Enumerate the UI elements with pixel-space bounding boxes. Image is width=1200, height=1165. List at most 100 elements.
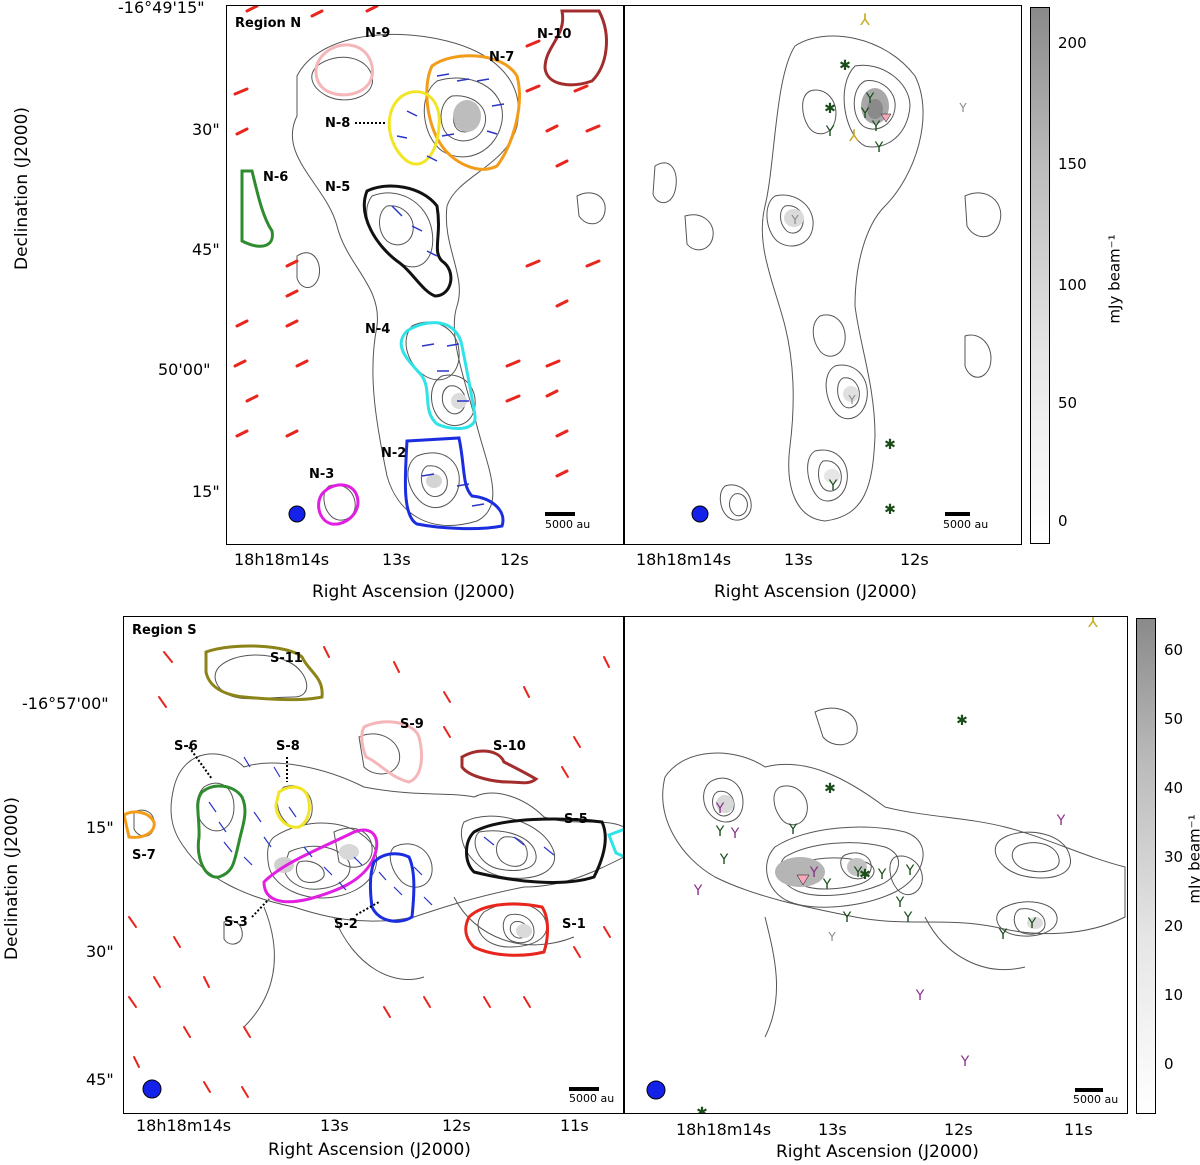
core-marker-star: ✱ <box>839 58 851 74</box>
cb-top-150: 150 <box>1058 155 1087 173</box>
svg-text:⅄: ⅄ <box>1087 617 1098 631</box>
cb-bottom-50: 50 <box>1164 710 1184 728</box>
region-s-title: Region S <box>132 623 197 638</box>
svg-text:⅄: ⅄ <box>859 10 870 29</box>
dec-tick-2: 30" <box>192 120 220 139</box>
ra-tick-top-left-1: 18h18m14s <box>234 550 330 569</box>
ra-s-right-tick-3: 12s <box>944 1120 973 1139</box>
svg-text:✱: ✱ <box>956 713 968 729</box>
dec-tick-5: 15" <box>192 482 220 501</box>
svg-text:Y: Y <box>960 1054 970 1070</box>
cb-top-50: 50 <box>1058 394 1078 412</box>
cb-bottom-60: 60 <box>1164 641 1184 659</box>
label-n2: N-2 <box>381 446 407 461</box>
dec-s-tick-1: -16°57'00" <box>22 694 109 713</box>
svg-text:Y: Y <box>895 895 905 911</box>
svg-text:Y: Y <box>719 852 729 868</box>
ra-tick-top-left-3: 12s <box>500 550 529 569</box>
ra-tick-top-right-3: 12s <box>900 550 929 569</box>
label-n6: N-6 <box>263 170 289 185</box>
panel-region-s-polarization: Region S S-11 S-9 S-10 S-6 S-8 S-7 S-5 S… <box>123 616 624 1114</box>
panel-region-s-cores: ✱ ✱ ✱ ✱ ⅄ Y Y Y Y Y Y Y Y Y Y Y Y Y Y Y … <box>624 616 1128 1114</box>
ra-s-tick-4: 11s <box>560 1116 589 1135</box>
svg-text:✱: ✱ <box>884 437 896 453</box>
beam-marker <box>142 1079 162 1099</box>
region-s-map <box>124 644 623 1099</box>
region-n-title: Region N <box>235 16 302 31</box>
label-s9: S-9 <box>400 717 424 732</box>
label-s6: S-6 <box>174 739 198 754</box>
ra-tick-top-right-2: 13s <box>784 550 813 569</box>
scalebar-label: 5000 au <box>545 518 591 531</box>
red-vectors <box>128 646 611 1098</box>
x-axis-label-top-right: Right Ascension (J2000) <box>714 582 917 602</box>
svg-text:Y: Y <box>828 478 838 494</box>
label-n9: N-9 <box>365 26 391 41</box>
svg-text:⅄: ⅄ <box>848 126 859 145</box>
label-n7: N-7 <box>489 50 515 65</box>
label-n8: N-8 <box>325 116 351 131</box>
label-s3: S-3 <box>224 915 248 930</box>
ra-s-right-tick-2: 13s <box>818 1120 847 1139</box>
cb-bottom-20: 20 <box>1164 917 1184 935</box>
svg-text:Y: Y <box>905 863 915 879</box>
svg-text:Y: Y <box>693 883 703 899</box>
svg-text:Y: Y <box>730 826 740 842</box>
colorbar-top <box>1030 7 1050 544</box>
cb-bottom-30: 30 <box>1164 848 1184 866</box>
ra-s-right-tick-4: 11s <box>1064 1120 1093 1139</box>
svg-text:Y: Y <box>790 213 799 227</box>
core-markers: ✱ ✱ ✱ ✱ ⅄ Y Y Y Y Y Y Y Y Y Y Y Y Y Y Y … <box>693 617 1098 1114</box>
region-s9-outline <box>360 720 423 784</box>
svg-text:Y: Y <box>847 393 856 407</box>
dec-tick-1: -16°49'15" <box>118 0 205 17</box>
region-n4-outline <box>399 321 477 430</box>
ra-s-tick-3: 12s <box>442 1116 471 1135</box>
label-s10: S-10 <box>493 739 526 754</box>
label-s5: S-5 <box>564 812 588 827</box>
svg-text:✱: ✱ <box>696 1105 708 1114</box>
core-markers: ✱ ✱ ✱ ✱ ⅄ ⅄ Y Y Y Y Y Y Y Y Y <box>790 10 967 518</box>
svg-text:Y: Y <box>958 101 967 115</box>
label-n10: N-10 <box>537 27 572 42</box>
svg-text:Y: Y <box>853 865 863 881</box>
dec-s-tick-4: 45" <box>86 1070 114 1089</box>
svg-text:✱: ✱ <box>824 101 836 117</box>
cb-top-0: 0 <box>1058 512 1068 530</box>
colorbar-bottom <box>1136 618 1156 1114</box>
svg-text:Y: Y <box>715 824 725 840</box>
region-s6-outline <box>196 784 247 879</box>
svg-text:Y: Y <box>874 140 884 156</box>
svg-text:Y: Y <box>809 865 819 881</box>
cb-bottom-10: 10 <box>1164 986 1184 1004</box>
svg-text:Y: Y <box>877 867 887 883</box>
label-n5: N-5 <box>325 180 351 195</box>
label-s1: S-1 <box>562 917 586 932</box>
svg-text:Y: Y <box>860 106 870 122</box>
svg-text:Y: Y <box>788 822 798 838</box>
cb-top-label: mJy beam⁻¹ <box>1105 234 1124 324</box>
region-s8-outline <box>274 785 311 829</box>
label-n4: N-4 <box>365 322 391 337</box>
cb-top-200: 200 <box>1058 34 1087 52</box>
blue-vectors <box>391 73 505 507</box>
cb-bottom-0: 0 <box>1164 1055 1174 1073</box>
region-n7-outline <box>425 54 521 171</box>
dec-tick-3: 45" <box>192 240 220 259</box>
pink-triangle-marker <box>880 113 892 123</box>
ra-tick-top-right-1: 18h18m14s <box>636 550 732 569</box>
label-s11: S-11 <box>270 651 303 666</box>
y-axis-label-top: Declination (J2000) <box>12 106 32 270</box>
scalebar-label: 5000 au <box>1073 1093 1119 1106</box>
svg-text:Y: Y <box>827 930 836 944</box>
svg-text:Y: Y <box>871 119 881 135</box>
blue-vectors <box>208 756 555 906</box>
x-axis-label-top-left: Right Ascension (J2000) <box>312 582 515 602</box>
region-n8-outline <box>387 90 441 166</box>
region-n-core-map: ✱ ✱ ✱ ✱ ⅄ ⅄ Y Y Y Y Y Y Y Y Y <box>652 10 1002 523</box>
region-n2-outline <box>403 436 505 531</box>
region-n9-outline <box>314 43 374 97</box>
region-n6-outline <box>240 169 274 248</box>
svg-text:Y: Y <box>822 877 832 893</box>
beam-marker <box>691 505 709 523</box>
